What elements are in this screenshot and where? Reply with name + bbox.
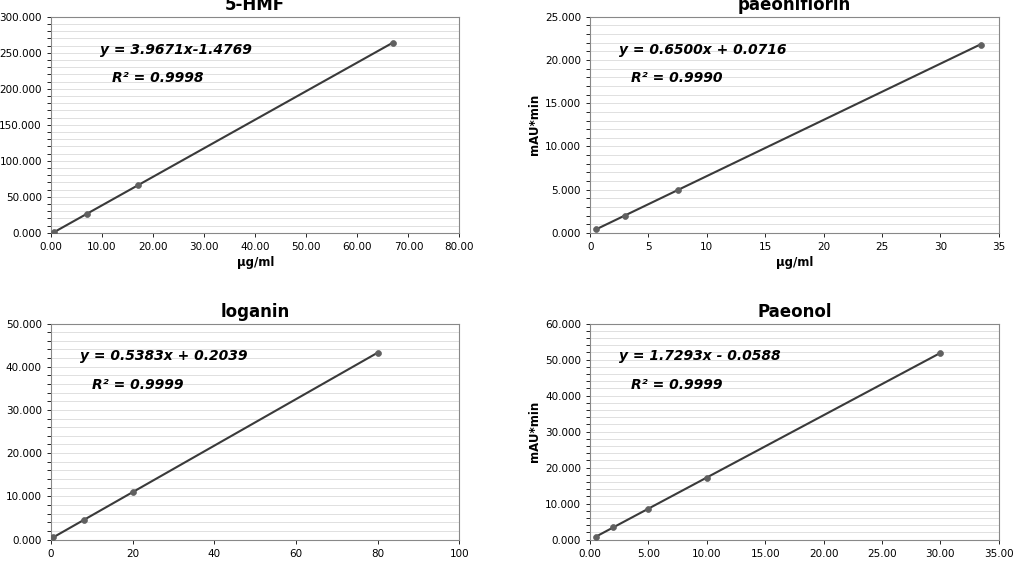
X-axis label: μg/ml: μg/ml [775, 256, 813, 269]
Text: y = 3.9671x-1.4769: y = 3.9671x-1.4769 [100, 43, 252, 57]
Point [699, 473, 715, 482]
Point [45, 533, 61, 542]
Point [640, 504, 656, 513]
Text: y = 1.7293x - 0.0588: y = 1.7293x - 0.0588 [619, 350, 781, 364]
Point [973, 40, 989, 49]
Point [370, 348, 386, 357]
Point [588, 532, 604, 541]
Text: R² = 0.9990: R² = 0.9990 [631, 71, 722, 85]
Point [616, 211, 633, 220]
Point [385, 38, 401, 47]
Point [75, 515, 92, 524]
Point [669, 185, 686, 194]
Point [129, 181, 146, 190]
Title: 5-HMF: 5-HMF [225, 0, 285, 14]
Text: R² = 0.9999: R² = 0.9999 [631, 378, 722, 392]
Text: R² = 0.9999: R² = 0.9999 [92, 378, 183, 392]
Title: loganin: loganin [220, 302, 289, 320]
Point [46, 228, 62, 237]
Y-axis label: mAU*min: mAU*min [528, 401, 541, 462]
Y-axis label: mAU*min: mAU*min [0, 401, 2, 462]
Y-axis label: mAU*min: mAU*min [528, 94, 541, 156]
Text: y = 0.5383x + 0.2039: y = 0.5383x + 0.2039 [79, 350, 247, 364]
Text: y = 0.6500x + 0.0716: y = 0.6500x + 0.0716 [619, 43, 787, 57]
Point [78, 209, 95, 218]
Point [605, 523, 622, 532]
Point [932, 348, 949, 357]
Point [124, 487, 141, 496]
Title: paeoniflorin: paeoniflorin [738, 0, 851, 14]
Text: R² = 0.9998: R² = 0.9998 [112, 71, 204, 85]
X-axis label: μg/ml: μg/ml [236, 256, 274, 269]
Title: Paeonol: Paeonol [757, 302, 832, 320]
Point [588, 225, 604, 234]
